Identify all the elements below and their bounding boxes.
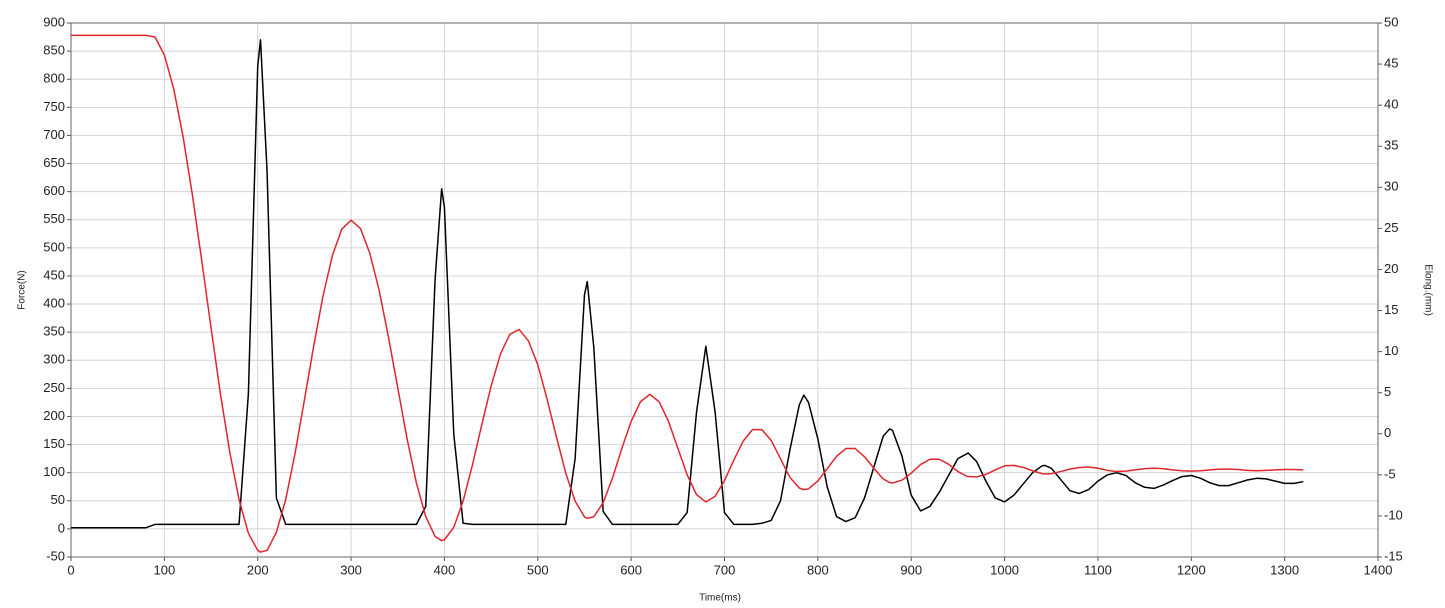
x-tick-label: 1100 (1084, 562, 1112, 577)
x-tick-label: 500 (527, 562, 549, 577)
y-tick-label: 150 (43, 436, 65, 451)
y2-tick-label: 40 (1384, 97, 1398, 112)
y2-tick-label: 30 (1384, 179, 1398, 194)
y2-axis-title: Elong.(mm) (1422, 264, 1433, 316)
plot-border (70, 22, 1379, 558)
x-axis-title: Time(ms) (699, 593, 741, 604)
y-tick-label: 650 (43, 155, 65, 170)
y-tick-label: 50 (51, 492, 65, 507)
x-tick-label: 1300 (1270, 562, 1299, 577)
y-tick-label: 350 (43, 324, 65, 339)
x-tick-label: 1000 (990, 562, 1019, 577)
y-tick-label: 500 (43, 239, 65, 254)
x-tick-label: 900 (900, 562, 922, 577)
y-tick-label: 900 (43, 14, 65, 29)
x-tick-label: 1200 (1177, 562, 1206, 577)
y-tick-label: 250 (43, 380, 65, 395)
y2-tick-label: 35 (1384, 138, 1398, 153)
y-tick-label: 400 (43, 295, 65, 310)
x-tick-label: 400 (434, 562, 456, 577)
y2-tick-label: 50 (1384, 14, 1398, 29)
y-tick-label: -50 (46, 548, 65, 563)
y-tick-label: 450 (43, 267, 65, 282)
x-tick-label: 300 (340, 562, 362, 577)
series-line (71, 34, 1304, 553)
y-tick-label: 550 (43, 211, 65, 226)
y-tick-label: 800 (43, 71, 65, 86)
x-tick-label: 800 (807, 562, 829, 577)
y-tick-label: 0 (58, 520, 65, 535)
y2-tick-label: 25 (1384, 220, 1398, 235)
x-tick-label: 200 (247, 562, 269, 577)
y-tick-label: 200 (43, 408, 65, 423)
y-axis-title: Force(N) (17, 270, 28, 309)
x-tick-label: 700 (714, 562, 736, 577)
y-tick-label: 700 (43, 127, 65, 142)
y-tick-label: 850 (43, 43, 65, 58)
y2-tick-label: -10 (1384, 507, 1403, 522)
y2-tick-label: 20 (1384, 261, 1398, 276)
y2-tick-label: -15 (1384, 548, 1403, 563)
y2-tick-label: -5 (1384, 466, 1396, 481)
y2-tick-label: 10 (1384, 343, 1398, 358)
y-tick-label: 600 (43, 183, 65, 198)
x-tick-label: 600 (620, 562, 642, 577)
y-tick-label: 100 (43, 464, 65, 479)
x-tick-label: 1400 (1364, 562, 1393, 577)
x-tick-label: 0 (67, 562, 74, 577)
y2-tick-label: 45 (1384, 56, 1398, 71)
y2-tick-label: 5 (1384, 384, 1391, 399)
x-tick-label: 100 (154, 562, 176, 577)
y2-tick-label: 0 (1384, 425, 1391, 440)
series-line (71, 39, 1304, 529)
y-tick-label: 750 (43, 99, 65, 114)
y2-tick-label: 15 (1384, 302, 1398, 317)
y-tick-label: 300 (43, 352, 65, 367)
